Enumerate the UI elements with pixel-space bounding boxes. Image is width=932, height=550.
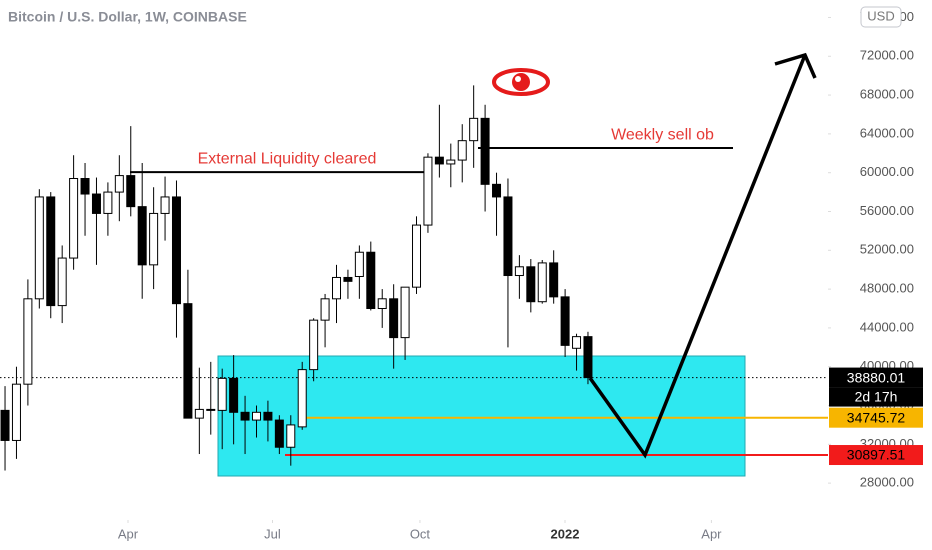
annotation-text: Weekly sell ob [611,126,714,143]
x-tick-label: Jul [264,526,281,541]
currency-badge[interactable]: USD [860,6,902,28]
candle-body [137,206,147,266]
candle-body [423,156,433,226]
candle-body [320,298,330,321]
candle-body [412,224,422,288]
candle-body [46,196,56,307]
candle-body [69,178,79,259]
candle-body [274,419,284,448]
candle-body [23,298,33,385]
candle-body [492,183,502,198]
countdown-badge [829,387,923,407]
candle-body [206,408,216,411]
price-badge [829,407,923,428]
candle-body [57,257,67,307]
x-tick-label: Apr [118,526,139,541]
demand-zone [217,355,746,477]
candle-body [194,408,204,419]
x-tick-label: Apr [701,526,722,541]
y-tick-label: 52000.00 [860,242,914,257]
candle-body [366,251,376,310]
projection-arrow [588,54,807,459]
candle-body [91,193,101,214]
candle-body [103,191,113,214]
candle-body [572,336,582,349]
candle-body [389,298,399,339]
candle-body [526,266,536,303]
candle-body [514,266,524,277]
candle-body [549,262,559,298]
candle-body [457,140,467,161]
price-badge [829,367,923,388]
candle-body [229,377,239,413]
currency-label[interactable]: USD [867,8,894,23]
y-tick-label: 68000.00 [860,87,914,102]
candle-body [560,296,570,346]
y-tick-label: 48000.00 [860,281,914,296]
candle-body [149,212,159,266]
candle-body [34,196,44,300]
candle-body [583,336,593,379]
candle-body [332,276,342,300]
price-badge [829,445,923,466]
arrow-head [774,52,817,79]
y-tick-label: 28000.00 [860,475,914,490]
candle-body [446,159,456,165]
candle-body [160,196,170,214]
candle-body [263,411,273,421]
candle-body [80,178,90,195]
candle-body [217,377,227,411]
annotation-text: External Liquidity cleared [198,150,377,167]
chart-title: Bitcoin / U.S. Dollar, 1W, COINBASE [8,9,247,25]
y-tick-label: 56000.00 [860,203,914,218]
candle-body [309,319,319,371]
price-badge-label: 38880.01 [847,369,906,385]
candle-body [469,117,479,142]
candle-body [171,196,181,305]
candle-body [114,175,124,193]
candle-body [480,117,490,185]
candle-body [343,276,353,282]
candle-body [537,262,547,303]
candle-body [251,411,261,421]
y-tick-label: 44000.00 [860,319,914,334]
candle-body [183,303,193,419]
candle-body [286,424,296,448]
price-badge-label: 30897.51 [847,447,906,463]
candle-body [400,286,410,339]
candle-body [434,156,444,165]
countdown-label: 2d 17h [855,388,898,404]
y-tick-label: 60000.00 [860,164,914,179]
candle-body [377,298,387,310]
x-tick-label: Oct [410,526,431,541]
x-tick-label: 2022 [551,526,580,541]
y-tick-label: 64000.00 [860,125,914,140]
eye-icon [492,68,550,96]
y-tick-label: 72000.00 [860,48,914,63]
candle-body [354,251,364,277]
candle-body [0,409,10,441]
candle-body [126,175,136,208]
candle-body [240,411,250,421]
candle-body [297,369,307,428]
price-badge-label: 34745.72 [847,409,906,425]
candle-body [503,196,513,277]
candle-body [11,383,21,441]
